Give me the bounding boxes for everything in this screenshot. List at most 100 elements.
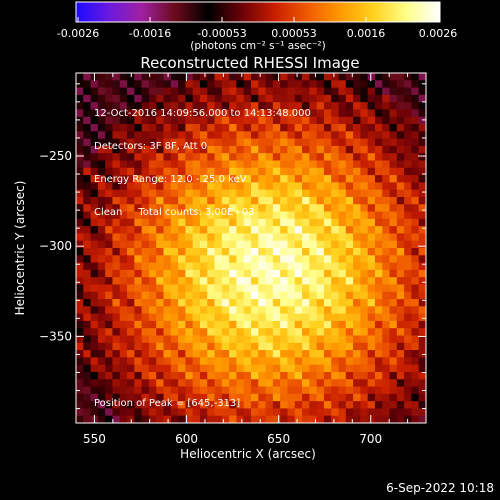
heatmap-cell (294, 204, 303, 213)
heatmap-cell (236, 160, 245, 169)
heatmap-cell (382, 328, 391, 337)
heatmap-cell (294, 328, 303, 337)
heatmap-cell (367, 218, 376, 227)
heatmap-cell (199, 182, 208, 191)
heatmap-cell (389, 320, 398, 329)
heatmap-cell (338, 116, 347, 125)
heatmap-cell (345, 167, 354, 176)
heatmap-cell (119, 350, 128, 358)
heatmap-cell (243, 306, 252, 315)
heatmap-cell (411, 182, 420, 191)
heatmap-cell (258, 145, 267, 154)
heatmap-cell (353, 73, 361, 81)
heatmap-cell (156, 393, 165, 402)
heatmap-cell (105, 342, 114, 351)
heatmap-cell (396, 175, 405, 183)
heatmap-cell (199, 138, 208, 147)
heatmap-cell (251, 335, 259, 344)
heatmap-cell (185, 204, 194, 213)
heatmap-cell (294, 102, 303, 111)
heatmap-cell (323, 204, 332, 213)
heatmap-cell (272, 189, 281, 198)
heatmap-cell (236, 364, 245, 373)
heatmap-cell (236, 73, 245, 81)
heatmap-cell (345, 401, 354, 410)
heatmap-cell (302, 116, 310, 125)
heatmap-cell (178, 73, 186, 81)
heatmap-cell (360, 87, 369, 96)
heatmap-cell (127, 291, 135, 300)
heatmap-cell (309, 255, 318, 264)
heatmap-cell (323, 364, 332, 373)
heatmap-cell (251, 320, 259, 329)
heatmap-cell (185, 393, 194, 402)
heatmap-cell (404, 109, 413, 118)
heatmap-cell (148, 189, 157, 198)
heatmap-cell (76, 262, 84, 271)
heatmap-cell (382, 313, 391, 322)
heatmap-cell (141, 160, 150, 169)
heatmap-cell (374, 73, 383, 81)
heatmap-cell (302, 306, 310, 315)
heatmap-cell (411, 240, 420, 249)
heatmap-cell (119, 306, 128, 315)
heatmap-cell (353, 145, 361, 154)
heatmap-cell (112, 386, 121, 395)
heatmap-cell (374, 320, 383, 329)
heatmap-cell (411, 284, 420, 293)
heatmap-cell (367, 291, 376, 300)
heatmap-cell (374, 182, 383, 191)
heatmap-cell (411, 364, 420, 373)
heatmap-cell (76, 182, 84, 191)
heatmap-cell (353, 313, 361, 322)
heatmap-cell (316, 408, 325, 417)
heatmap-cell (353, 262, 361, 271)
heatmap-cell (105, 153, 114, 162)
heatmap-cell (272, 269, 281, 278)
heatmap-cell (83, 393, 92, 402)
heatmap-cell (251, 269, 259, 278)
heatmap-cell (214, 393, 223, 402)
heatmap-cell (251, 284, 259, 293)
heatmap-cell (90, 335, 99, 344)
heatmap-cell (105, 364, 114, 373)
heatmap-cell (90, 320, 99, 329)
heatmap-cell (360, 182, 369, 191)
heatmap-cell (83, 255, 92, 264)
heatmap-cell (229, 196, 238, 205)
heatmap-cell (287, 138, 296, 147)
heatmap-cell (141, 393, 150, 402)
heatmap-cell (90, 87, 99, 96)
heatmap-cell (207, 167, 216, 176)
heatmap-cell (287, 73, 296, 81)
heatmap-cell (374, 167, 383, 176)
heatmap-cell (105, 386, 114, 395)
heatmap-cell (192, 284, 201, 293)
heatmap-cell (287, 269, 296, 278)
heatmap-cell (367, 145, 376, 154)
heatmap-cell (97, 393, 106, 402)
heatmap-cell (265, 371, 274, 380)
heatmap-cell (411, 371, 420, 380)
heatmap-cell (396, 269, 405, 278)
heatmap-cell (156, 248, 165, 256)
heatmap-cell (192, 189, 201, 198)
heatmap-cell (97, 204, 106, 213)
heatmap-cell (243, 284, 252, 293)
heatmap-cell (97, 240, 106, 249)
heatmap-cell (243, 350, 252, 358)
heatmap-cell (411, 277, 420, 286)
heatmap-cell (83, 102, 92, 111)
heatmap-cell (97, 196, 106, 205)
heatmap-cell (404, 87, 413, 96)
heatmap-cell (97, 350, 106, 358)
heatmap-cell (207, 248, 216, 256)
heatmap-cell (316, 357, 325, 366)
heatmap-cell (243, 131, 252, 140)
heatmap-cell (404, 262, 413, 271)
heatmap-cell (221, 233, 230, 242)
heatmap-cell (396, 350, 405, 358)
heatmap-cell (265, 189, 274, 198)
heatmap-cell (229, 153, 238, 162)
heatmap-cell (134, 284, 143, 293)
